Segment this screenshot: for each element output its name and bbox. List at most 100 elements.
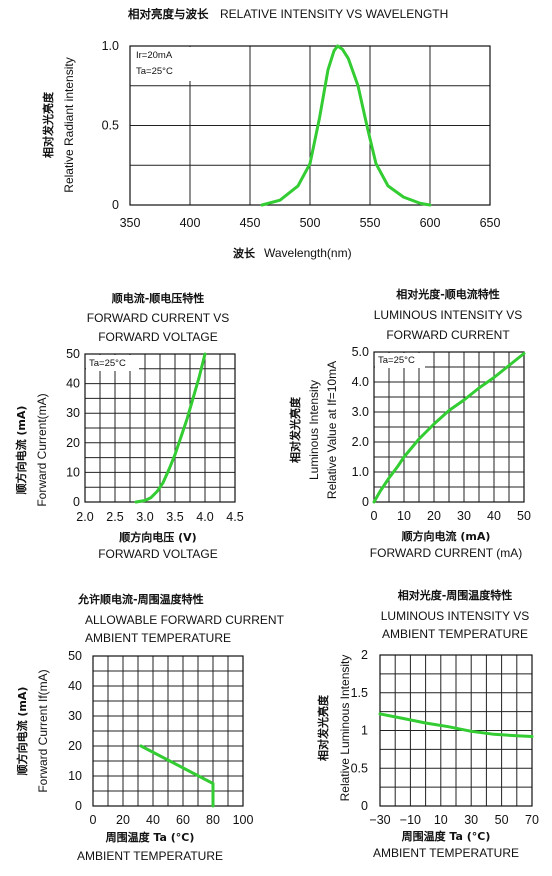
y-tick-label: 0: [361, 799, 368, 813]
x-tick-label: 600: [420, 216, 441, 230]
y-axis-label: Luminous Intensity: [307, 380, 321, 480]
y-axis-label: Relative Radiant intensity: [62, 57, 76, 192]
x-tick-label: 70: [525, 813, 539, 827]
y-tick-label: 5.0: [352, 345, 369, 359]
x-tick-label: 10: [434, 813, 448, 827]
grid: [84, 353, 236, 503]
chart-title-line: LUMINOUS INTENSITY VS: [381, 609, 529, 623]
x-axis-label-cn: 顺方向电压 (V): [119, 530, 196, 544]
chart-title-cn: 相对光度-周围温度特性: [398, 588, 513, 602]
x-tick-label: 80: [206, 813, 220, 827]
x-tick-label: 40: [146, 813, 160, 827]
x-tick-label: 20: [116, 813, 130, 827]
x-tick-label: 500: [300, 216, 321, 230]
chart-title-line: ALLOWABLE FORWARD CURRENT: [85, 613, 285, 627]
y-tick-label: 40: [66, 377, 80, 391]
x-tick-label: 100: [233, 813, 254, 827]
chart-2: Ta=25°C 2.0 2.5 3.0 3.5 4.0 4.5 0 10 20 30 40 50 顺电流-…: [14, 291, 244, 561]
x-tick-label: 50: [495, 813, 509, 827]
x-tick-label: 60: [176, 813, 190, 827]
x-tick-label: 3.5: [166, 510, 183, 524]
annotation-background: [86, 355, 139, 371]
y-tick-label: 10: [68, 769, 82, 783]
chart-title-line: FORWARD VOLTAGE: [98, 330, 218, 344]
annotation-label: Ir=20mA: [136, 50, 173, 61]
x-axis-label: FORWARD CURRENT (mA): [370, 546, 522, 560]
annotation-background: [375, 353, 425, 368]
plot-frame: [92, 655, 244, 807]
plot-frame: [373, 351, 525, 503]
y-tick-label: 40: [68, 679, 82, 693]
chart-title-line: LUMINOUS INTENSITY VS: [374, 308, 522, 322]
x-tick-label: 3.0: [136, 510, 153, 524]
y-tick-label: 4.0: [352, 375, 369, 389]
y-axis-label-cn: 相对发光亮度: [41, 91, 55, 158]
series-line: [378, 712, 534, 738]
x-tick-label: 10: [397, 509, 411, 523]
x-tick-label: 50: [517, 509, 531, 523]
series-line: [260, 44, 432, 207]
x-tick-label: 0: [371, 509, 378, 523]
y-tick-label: 0: [75, 799, 82, 813]
grid: [92, 655, 244, 807]
y-axis-label-cn: 相对发光亮度: [316, 694, 330, 761]
y-axis-label-cn: 顺方向电流 (mA): [14, 406, 28, 495]
chart-title-cn: 允许顺电流-周围温度特性: [77, 592, 204, 606]
y-axis-label-cn: 相对发光亮度: [288, 396, 302, 463]
annotation-label: Ta=25°C: [136, 66, 173, 77]
x-axis-label: AMBIENT TEMPERATURE: [77, 849, 223, 863]
x-tick-label: 40: [487, 509, 501, 523]
x-tick-label: 2.0: [76, 510, 93, 524]
y-tick-label: 0: [73, 495, 80, 509]
x-tick-label: 4.5: [226, 510, 243, 524]
y-axis-label: Relative Luminous Intensity: [338, 655, 352, 802]
chart-title-line: FORWARD CURRENT: [386, 328, 510, 342]
y-tick-label: 3.0: [352, 405, 369, 419]
chart-title-line: AMBIENT TEMPERATURE: [382, 627, 528, 641]
y-tick-label: 10: [66, 465, 80, 479]
chart-1: Ir=20mA Ta=25°C 350 400 450 500 550 600 650 0 0.5 1…: [41, 7, 500, 260]
x-axis-label-cn: 顺方向电流 (mA): [402, 529, 491, 543]
grid: [379, 654, 533, 807]
x-tick-label: −10: [400, 813, 421, 827]
x-axis-label-cn: 波长: [233, 246, 256, 260]
chart-3: Ta=25°C 0 10 20 30 40 50 0 1.0 2.0 3.0 4.0 5.0 相对光度-顺…: [288, 287, 531, 560]
y-tick-label: 20: [68, 739, 82, 753]
x-tick-label: 20: [427, 509, 441, 523]
chart-5: −30 −10 10 30 50 70 0 0.5 1 1.5 2 相对光度-周围温度特性 LUMINO…: [316, 588, 539, 860]
y-tick-label: 0: [362, 495, 369, 509]
y-tick-label: 0.5: [102, 119, 119, 133]
annotation-label: Ta=25°C: [89, 358, 126, 369]
y-tick-label: 30: [68, 709, 82, 723]
y-tick-label: 1.5: [351, 686, 368, 700]
y-tick-label: 1.0: [102, 39, 119, 53]
plot-frame: [129, 45, 491, 206]
plot-frame: [84, 353, 236, 503]
x-tick-label: 450: [240, 216, 261, 230]
y-axis-label: Forward Current(mA): [35, 393, 49, 506]
y-axis-label: Forward Current If(mA): [36, 669, 50, 792]
y-tick-label: 0: [112, 198, 119, 212]
x-axis-label: FORWARD VOLTAGE: [98, 547, 218, 561]
x-tick-label: 650: [480, 216, 501, 230]
chart-title-line: FORWARD CURRENT VS: [87, 311, 229, 325]
x-axis-label-cn: 周围温度 Ta (°C): [106, 830, 195, 844]
chart-title-cn: 顺电流-顺电压特性: [112, 291, 205, 305]
x-tick-label: −30: [369, 813, 390, 827]
x-axis-label: AMBIENT TEMPERATURE: [373, 846, 519, 860]
x-tick-label: 400: [180, 216, 201, 230]
x-tick-label: 350: [120, 216, 141, 230]
series-line: [134, 352, 207, 504]
y-axis-label: Relative Value at If=10mA: [325, 361, 339, 499]
x-tick-label: 30: [457, 509, 471, 523]
y-tick-label: 50: [66, 347, 80, 361]
y-tick-label: 2: [361, 648, 368, 662]
chart-4: 0 20 40 60 80 100 0 10 20 30 40 50 允许顺电流-周围温度特性 ALLOW…: [15, 592, 285, 863]
x-axis-label: Wavelength(nm): [264, 246, 352, 260]
chart-title-cn: 相对亮度与波长: [128, 7, 209, 21]
y-tick-label: 1.0: [352, 465, 369, 479]
chart-title-line: AMBIENT TEMPERATURE: [85, 631, 231, 645]
y-tick-label: 1: [361, 724, 368, 738]
chart-title: RELATIVE INTENSITY VS WAVELENGTH: [220, 7, 448, 21]
x-tick-label: 550: [360, 216, 381, 230]
